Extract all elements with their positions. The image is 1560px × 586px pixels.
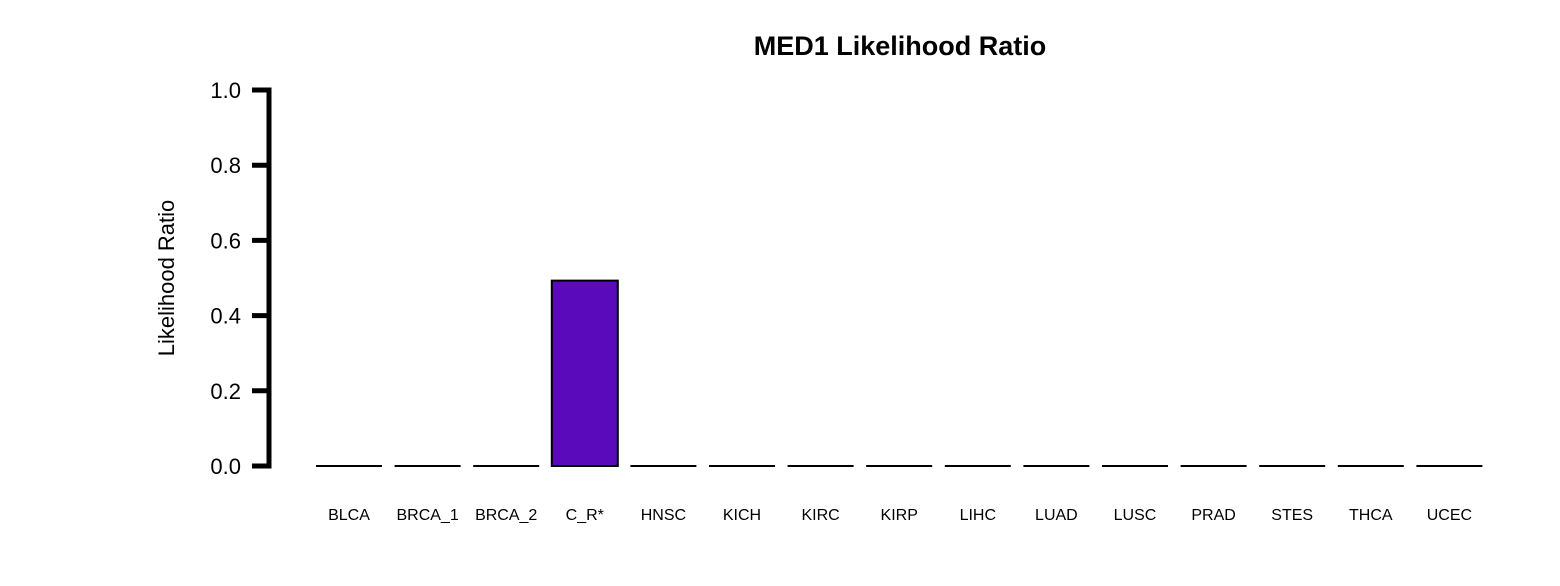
y-axis: 0.0 0.2 0.4 0.6 0.8 1.0 <box>210 78 272 479</box>
x-tick-label: LUSC <box>1114 507 1157 524</box>
y-tick-label: 0.8 <box>210 153 241 178</box>
bars <box>316 279 1483 467</box>
x-tick-label: BRCA_1 <box>396 507 458 524</box>
chart-title: MED1 Likelihood Ratio <box>754 31 1047 61</box>
x-tick-label: STES <box>1271 507 1313 524</box>
x-tick-label: HNSC <box>641 507 686 524</box>
y-tick-label: 0.4 <box>210 304 241 329</box>
y-tick-label: 0.0 <box>210 454 241 479</box>
x-tick-label: LUAD <box>1035 507 1078 524</box>
y-tick-label: 0.2 <box>210 379 241 404</box>
y-tick-label: 0.6 <box>210 228 241 253</box>
x-axis-labels: BLCA BRCA_1 BRCA_2 C_R* HNSC KICH KIRC KIRP LIHC… <box>328 507 1472 524</box>
bar-c-r <box>550 279 619 467</box>
y-tick-label: 1.0 <box>210 78 241 103</box>
x-tick-label: BLCA <box>328 507 370 524</box>
x-tick-label: KICH <box>723 507 761 524</box>
x-tick-label: C_R* <box>566 507 604 524</box>
x-tick-label: LIHC <box>960 507 996 524</box>
y-axis-label: Likelihood Ratio <box>154 200 179 357</box>
x-tick-label: THCA <box>1349 507 1393 524</box>
x-tick-label: BRCA_2 <box>475 507 537 524</box>
x-tick-label: UCEC <box>1427 507 1472 524</box>
x-tick-label: KIRC <box>801 507 839 524</box>
x-tick-label: PRAD <box>1191 507 1235 524</box>
x-tick-label: KIRP <box>881 507 918 524</box>
